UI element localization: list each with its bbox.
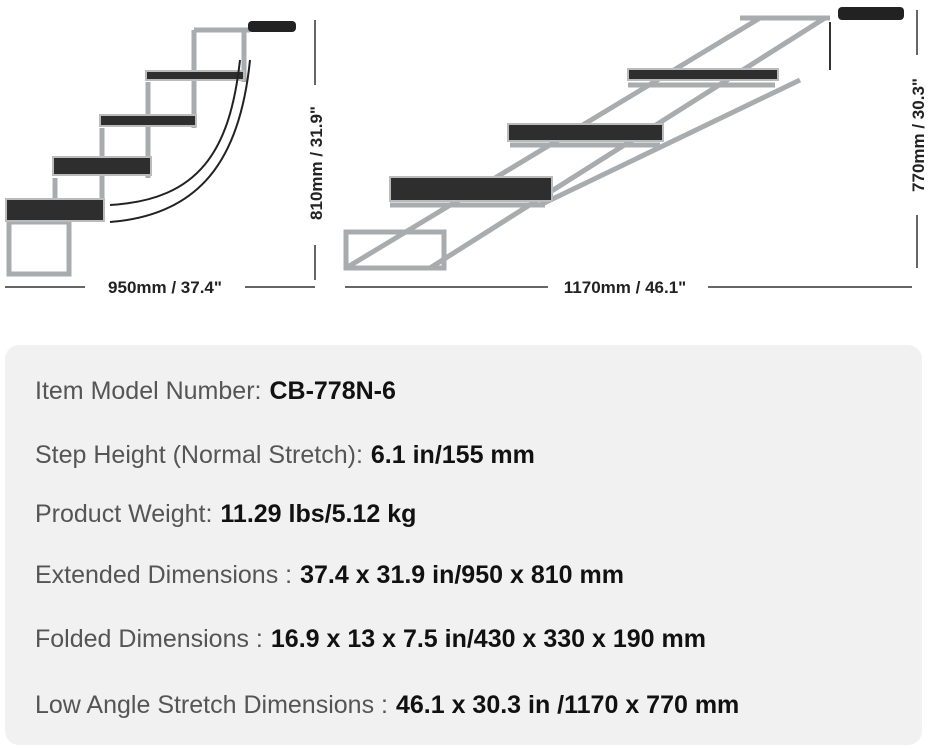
spec-label: Item Model Number: <box>35 377 262 405</box>
dimension-label: 770mm / 30.3" <box>909 78 928 192</box>
spec-value: CB-778N-6 <box>269 377 396 405</box>
spec-value: 11.29 lbs/5.12 kg <box>220 500 417 528</box>
spec-label: Step Height (Normal Stretch): <box>35 441 363 469</box>
spec-row: Step Height (Normal Stretch): 6.1 in/155 … <box>35 441 535 470</box>
spec-label: Product Weight: <box>35 500 213 528</box>
spec-value: 46.1 x 30.3 in /1170 x 770 mm <box>395 691 740 719</box>
dimension-lines <box>5 10 928 298</box>
dimension-label: 950mm / 37.4" <box>108 278 222 297</box>
spec-label: Folded Dimensions : <box>35 625 263 653</box>
spec-row: Product Weight: 11.29 lbs/5.12 kg <box>35 500 416 529</box>
spec-row: Low Angle Stretch Dimensions :46.1 x 30.… <box>35 691 739 720</box>
diagrams: 950mm / 37.4" 1170mm / 46.1" 810mm / 31.… <box>5 7 928 298</box>
spec-value: 37.4 x 31.9 in/950 x 810 mm <box>300 561 624 589</box>
spec-value: 6.1 in/155 mm <box>370 441 535 469</box>
spec-value: 16.9 x 13 x 7.5 in/430 x 330 x 190 mm <box>270 625 706 653</box>
dimension-label: 810mm / 31.9" <box>307 106 326 220</box>
spec-row: Extended Dimensions :37.4 x 31.9 in/950 … <box>35 561 624 590</box>
spec-panel: Item Model Number: CB-778N-6 Step Height (… <box>5 345 922 745</box>
spec-label: Extended Dimensions : <box>35 561 293 589</box>
spec-row: Item Model Number: CB-778N-6 <box>35 377 396 406</box>
extended-stairs <box>5 21 296 277</box>
stretched-stairs <box>343 7 904 271</box>
dimension-label: 1170mm / 46.1" <box>564 278 686 297</box>
spec-label: Low Angle Stretch Dimensions : <box>35 691 388 719</box>
spec-row: Folded Dimensions :16.9 x 13 x 7.5 in/43… <box>35 625 706 654</box>
